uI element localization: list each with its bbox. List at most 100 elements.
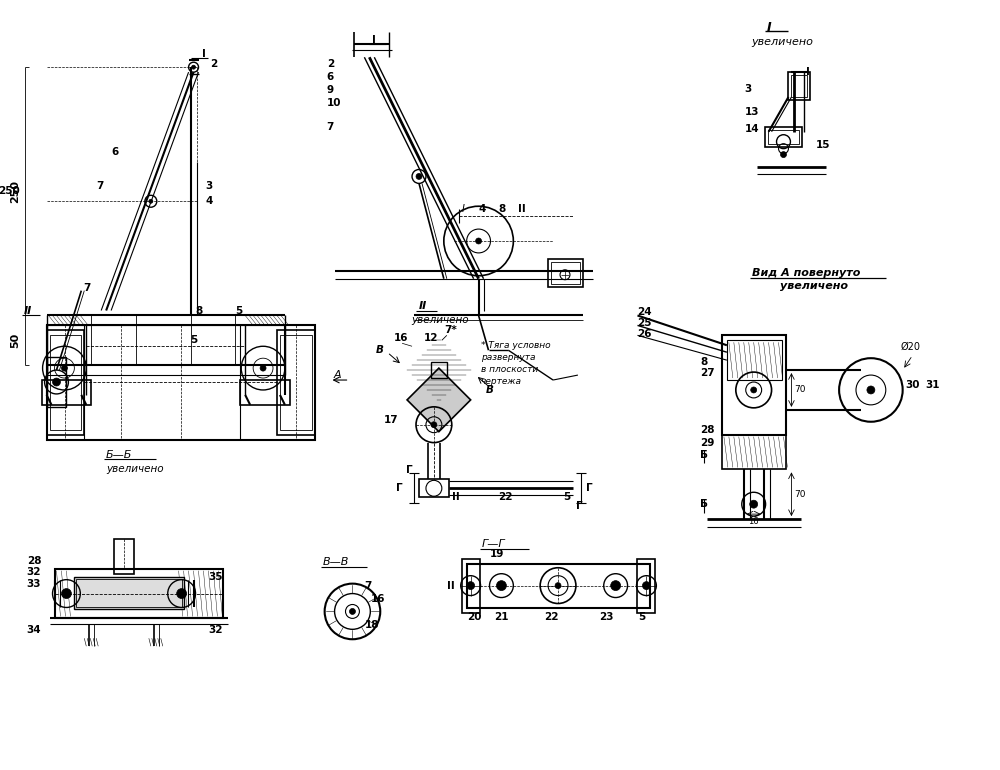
- Text: Б: Б: [700, 450, 708, 460]
- Bar: [419, 480, 449, 497]
- Text: 5: 5: [638, 612, 646, 622]
- Text: 5: 5: [191, 335, 198, 345]
- Circle shape: [611, 581, 621, 591]
- Bar: [788, 72, 810, 100]
- Bar: [47, 330, 84, 434]
- Text: 28: 28: [700, 425, 715, 435]
- Text: 32: 32: [208, 625, 223, 635]
- Text: чертежа: чертежа: [481, 377, 522, 386]
- Text: увеличено: увеличено: [752, 38, 814, 48]
- Text: 15: 15: [816, 139, 831, 149]
- Text: 13: 13: [745, 107, 759, 117]
- Bar: [280, 336, 312, 430]
- Text: увеличено: увеличено: [411, 316, 469, 326]
- Circle shape: [416, 173, 422, 179]
- Text: 17: 17: [384, 415, 399, 425]
- Circle shape: [177, 588, 187, 598]
- Bar: [47, 357, 66, 407]
- Bar: [114, 539, 134, 574]
- Text: Ø20: Ø20: [901, 342, 921, 352]
- Circle shape: [867, 386, 875, 394]
- Circle shape: [642, 581, 650, 590]
- Text: B: B: [486, 385, 493, 395]
- Text: B: B: [375, 345, 383, 355]
- Circle shape: [467, 581, 475, 590]
- Text: 12: 12: [424, 333, 438, 343]
- Circle shape: [750, 500, 758, 508]
- Circle shape: [260, 365, 266, 371]
- Circle shape: [751, 387, 757, 393]
- Bar: [727, 340, 782, 380]
- Text: 22: 22: [544, 612, 559, 622]
- Text: 31: 31: [926, 380, 940, 390]
- Bar: [722, 336, 786, 434]
- Circle shape: [349, 608, 355, 614]
- Text: увеличено: увеличено: [780, 281, 848, 291]
- Text: I: I: [767, 21, 771, 34]
- Text: 16: 16: [394, 333, 409, 343]
- Text: развернута: развернута: [481, 353, 535, 362]
- Polygon shape: [407, 368, 471, 432]
- Circle shape: [781, 152, 786, 158]
- Text: II: II: [518, 204, 526, 214]
- Text: 8: 8: [498, 204, 506, 214]
- Text: 4: 4: [205, 196, 213, 206]
- Bar: [277, 330, 315, 434]
- Text: I: I: [372, 35, 376, 45]
- Text: II: II: [447, 581, 455, 591]
- Circle shape: [496, 581, 506, 591]
- Text: A: A: [334, 370, 341, 380]
- Text: 8: 8: [700, 357, 707, 367]
- Bar: [467, 564, 650, 608]
- Circle shape: [431, 422, 437, 427]
- Text: * Тяга условно: * Тяга условно: [481, 341, 550, 350]
- Text: 8: 8: [196, 306, 203, 316]
- Text: I: I: [462, 204, 465, 214]
- Bar: [55, 569, 223, 618]
- Text: 25: 25: [637, 319, 652, 329]
- Text: 7: 7: [327, 122, 334, 132]
- Bar: [76, 579, 182, 608]
- Text: 27: 27: [700, 368, 715, 378]
- Text: 16: 16: [370, 594, 385, 604]
- Text: 30: 30: [906, 380, 920, 390]
- Text: Б—Б: Б—Б: [106, 450, 133, 460]
- Circle shape: [555, 583, 561, 588]
- Text: 14: 14: [745, 124, 759, 134]
- Text: Вид А повернуто: Вид А повернуто: [752, 268, 860, 278]
- Text: 10: 10: [327, 98, 341, 108]
- Text: В—В: В—В: [323, 557, 349, 567]
- Text: 2: 2: [327, 59, 334, 69]
- Text: 7*: 7*: [444, 326, 457, 336]
- Bar: [765, 127, 802, 146]
- Text: 24: 24: [637, 307, 652, 317]
- Circle shape: [192, 65, 196, 69]
- Bar: [722, 434, 786, 470]
- Text: 3: 3: [205, 182, 213, 192]
- Text: Г: Г: [406, 465, 413, 475]
- Text: 16: 16: [748, 517, 758, 526]
- Circle shape: [61, 365, 67, 371]
- Text: 28: 28: [27, 556, 41, 566]
- Text: 6: 6: [111, 146, 118, 156]
- Text: 22: 22: [498, 492, 513, 502]
- Text: 6: 6: [327, 72, 334, 82]
- Text: 19: 19: [490, 549, 504, 559]
- Text: в плоскости: в плоскости: [481, 365, 538, 373]
- Text: 70: 70: [794, 386, 806, 394]
- Text: 70: 70: [794, 490, 806, 499]
- Text: 29: 29: [700, 437, 714, 447]
- Circle shape: [476, 238, 482, 244]
- Bar: [768, 130, 799, 144]
- Bar: [791, 75, 807, 97]
- Bar: [50, 336, 81, 430]
- Text: 35: 35: [208, 571, 223, 581]
- Text: Б: Б: [700, 499, 708, 509]
- Text: I: I: [202, 49, 206, 59]
- Text: 7: 7: [96, 182, 104, 192]
- Text: 3: 3: [745, 84, 752, 94]
- Bar: [551, 262, 580, 283]
- Text: 18: 18: [364, 621, 379, 631]
- Bar: [74, 577, 184, 610]
- Text: 5: 5: [563, 492, 570, 502]
